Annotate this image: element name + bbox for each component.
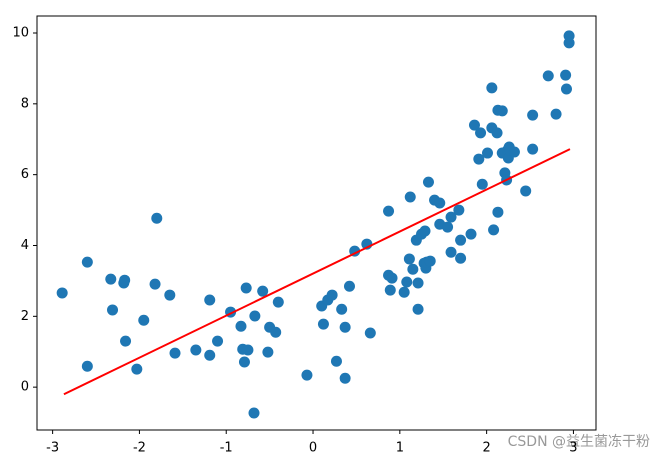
point xyxy=(270,326,282,338)
x-tick-label: -1 xyxy=(220,441,233,456)
point xyxy=(445,246,457,258)
x-tick-label: 3 xyxy=(569,441,577,456)
point xyxy=(527,143,539,155)
point xyxy=(257,285,269,297)
point xyxy=(383,205,395,217)
point xyxy=(419,225,431,237)
point xyxy=(262,346,274,358)
point xyxy=(317,318,329,330)
point xyxy=(442,221,454,233)
point xyxy=(384,284,396,296)
point xyxy=(190,344,202,356)
point xyxy=(527,109,539,121)
point xyxy=(520,185,532,197)
point xyxy=(248,407,260,419)
point xyxy=(81,256,93,268)
point xyxy=(422,176,434,188)
point xyxy=(386,272,398,284)
point xyxy=(339,372,351,384)
point xyxy=(272,296,284,308)
point xyxy=(169,347,181,359)
point xyxy=(560,69,572,81)
point xyxy=(563,37,575,49)
point xyxy=(238,356,250,368)
point xyxy=(476,178,488,190)
point xyxy=(249,310,261,322)
point xyxy=(212,335,224,347)
point xyxy=(56,287,68,299)
point xyxy=(151,212,163,224)
point xyxy=(401,276,413,288)
point xyxy=(491,127,503,139)
point xyxy=(508,146,520,158)
point xyxy=(475,127,487,139)
x-tick-label: 1 xyxy=(396,441,404,456)
point xyxy=(204,294,216,306)
point xyxy=(120,335,132,347)
point xyxy=(242,344,254,356)
fit-line xyxy=(63,148,571,396)
point xyxy=(468,119,480,131)
point xyxy=(492,206,504,218)
point xyxy=(326,289,338,301)
point xyxy=(398,286,410,298)
point xyxy=(465,228,477,240)
x-tick-label: 0 xyxy=(309,441,317,456)
y-tick-label: 6 xyxy=(21,167,29,182)
point xyxy=(107,304,119,316)
y-tick-label: 10 xyxy=(12,25,29,40)
point xyxy=(560,83,572,95)
point xyxy=(455,234,467,246)
point xyxy=(550,108,562,120)
point xyxy=(445,211,457,223)
point xyxy=(343,280,355,292)
point xyxy=(403,253,415,265)
point xyxy=(407,263,419,275)
y-tick-label: 2 xyxy=(21,309,29,324)
point xyxy=(240,282,252,294)
point xyxy=(412,303,424,315)
y-tick-label: 8 xyxy=(21,96,29,111)
point xyxy=(149,278,161,290)
x-tick-label: -2 xyxy=(133,441,146,456)
point xyxy=(119,274,131,286)
point xyxy=(81,360,93,372)
point xyxy=(453,204,465,216)
point xyxy=(496,105,508,117)
y-tick-label: 0 xyxy=(21,380,29,395)
point xyxy=(330,355,342,367)
point xyxy=(412,277,424,289)
point xyxy=(339,321,351,333)
y-tick-label: 4 xyxy=(21,238,29,253)
point xyxy=(424,255,436,267)
point xyxy=(455,252,467,264)
point xyxy=(488,224,500,236)
point xyxy=(235,320,247,332)
point xyxy=(542,70,554,82)
point xyxy=(481,147,493,159)
point xyxy=(336,303,348,315)
x-tick-label: 2 xyxy=(482,441,490,456)
point xyxy=(364,327,376,339)
point xyxy=(473,153,485,165)
point xyxy=(164,289,176,301)
point xyxy=(404,191,416,203)
watermark: CSDN @益生菌冻干粉 xyxy=(508,433,650,450)
point xyxy=(105,273,117,285)
point xyxy=(486,82,498,94)
plot-frame xyxy=(36,15,597,431)
point xyxy=(434,197,446,209)
point xyxy=(138,314,150,326)
x-tick-label: -3 xyxy=(46,441,59,456)
point xyxy=(204,349,216,361)
point xyxy=(301,369,313,381)
point xyxy=(131,363,143,375)
